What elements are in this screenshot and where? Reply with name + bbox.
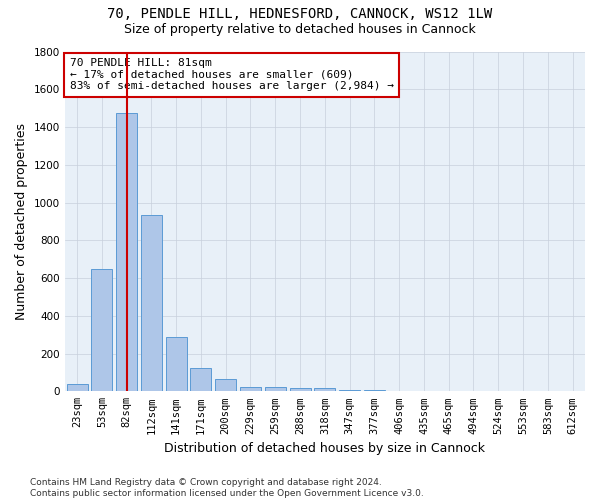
X-axis label: Distribution of detached houses by size in Cannock: Distribution of detached houses by size …	[164, 442, 485, 455]
Bar	[240, 386, 261, 392]
Bar	[290, 388, 311, 392]
Y-axis label: Number of detached properties: Number of detached properties	[15, 123, 28, 320]
Bar	[265, 386, 286, 392]
Text: Size of property relative to detached houses in Cannock: Size of property relative to detached ho…	[124, 22, 476, 36]
Bar	[91, 268, 112, 392]
Text: 70, PENDLE HILL, HEDNESFORD, CANNOCK, WS12 1LW: 70, PENDLE HILL, HEDNESFORD, CANNOCK, WS…	[107, 8, 493, 22]
Bar	[215, 379, 236, 392]
Bar	[364, 390, 385, 392]
Bar	[116, 113, 137, 392]
Bar	[314, 388, 335, 392]
Bar	[166, 336, 187, 392]
Bar	[190, 368, 211, 392]
Text: 70 PENDLE HILL: 81sqm
← 17% of detached houses are smaller (609)
83% of semi-det: 70 PENDLE HILL: 81sqm ← 17% of detached …	[70, 58, 394, 92]
Text: Contains HM Land Registry data © Crown copyright and database right 2024.
Contai: Contains HM Land Registry data © Crown c…	[30, 478, 424, 498]
Bar	[339, 390, 360, 392]
Bar	[141, 215, 162, 392]
Bar	[67, 384, 88, 392]
